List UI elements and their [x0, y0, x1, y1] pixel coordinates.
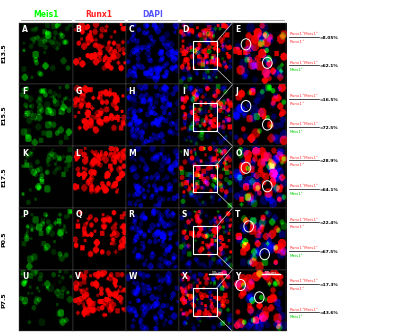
Text: A: A: [22, 25, 28, 34]
Text: P0.5: P0.5: [1, 231, 6, 246]
Text: B: B: [75, 25, 81, 34]
Text: Runx1: Runx1: [86, 10, 113, 19]
Text: Runx1⁺Meis1⁺: Runx1⁺Meis1⁺: [289, 279, 318, 283]
Text: W: W: [128, 272, 137, 281]
Text: Runx1⁺Meis1⁺: Runx1⁺Meis1⁺: [289, 123, 318, 127]
Text: =16.5%: =16.5%: [320, 98, 339, 102]
Text: S: S: [182, 210, 187, 219]
Text: L: L: [75, 149, 80, 158]
Text: E15.5: E15.5: [1, 106, 6, 125]
Text: O: O: [235, 149, 242, 158]
Text: Runx1⁺: Runx1⁺: [289, 40, 304, 44]
Text: J: J: [235, 87, 238, 96]
Text: =67.5%: =67.5%: [320, 249, 339, 254]
Text: T: T: [235, 210, 241, 219]
Text: 50μm: 50μm: [265, 272, 277, 276]
Text: DAPI: DAPI: [142, 10, 163, 19]
Text: =17.3%: =17.3%: [320, 283, 339, 287]
Text: Meis1⁺: Meis1⁺: [289, 192, 303, 196]
Text: =72.5%: =72.5%: [320, 126, 339, 130]
Text: Meis1⁺: Meis1⁺: [289, 315, 303, 319]
Text: Runx1⁺Meis1⁺: Runx1⁺Meis1⁺: [289, 217, 318, 221]
Text: Runx1⁺Meis1⁺: Runx1⁺Meis1⁺: [289, 308, 318, 312]
Text: Meis1: Meis1: [33, 10, 58, 19]
Text: H: H: [128, 87, 135, 96]
Text: Meis1⁺: Meis1⁺: [289, 130, 303, 134]
Text: Q: Q: [75, 210, 82, 219]
Text: K: K: [22, 149, 28, 158]
Text: Runx1⁺Meis1⁺: Runx1⁺Meis1⁺: [289, 61, 318, 65]
Text: Runx1⁺: Runx1⁺: [289, 287, 304, 291]
Text: =62.1%: =62.1%: [320, 64, 339, 68]
Text: =28.9%: =28.9%: [320, 160, 339, 163]
Text: Runx1⁺Meis1⁺: Runx1⁺Meis1⁺: [289, 246, 318, 250]
Text: E: E: [235, 25, 240, 34]
Text: Runx1⁺: Runx1⁺: [289, 102, 304, 106]
Text: V: V: [75, 272, 81, 281]
Text: Y: Y: [235, 272, 241, 281]
Bar: [193, 41, 217, 69]
Text: Runx1⁺Meis1⁺: Runx1⁺Meis1⁺: [289, 184, 318, 188]
Text: R: R: [128, 210, 134, 219]
Text: Merge: Merge: [192, 10, 220, 19]
Text: Runx1⁺: Runx1⁺: [289, 225, 304, 229]
Text: N: N: [182, 149, 188, 158]
Text: P: P: [22, 210, 28, 219]
Text: D: D: [182, 25, 188, 34]
Text: I: I: [182, 87, 185, 96]
Bar: [193, 288, 217, 316]
Text: G: G: [75, 87, 82, 96]
Text: 50μm: 50μm: [212, 272, 224, 276]
Text: Runx1⁺Meis1⁺: Runx1⁺Meis1⁺: [289, 156, 318, 160]
Text: =8.05%: =8.05%: [320, 36, 339, 40]
Text: =64.1%: =64.1%: [320, 188, 339, 192]
Text: F: F: [22, 87, 27, 96]
Text: Runx1⁺Meis1⁺: Runx1⁺Meis1⁺: [289, 32, 318, 36]
Text: Meis1⁺: Meis1⁺: [289, 254, 303, 258]
Bar: [193, 103, 217, 131]
Text: =22.4%: =22.4%: [320, 221, 339, 225]
Text: C: C: [128, 25, 134, 34]
Bar: [193, 226, 217, 254]
Text: Meis1⁺: Meis1⁺: [289, 68, 303, 72]
Bar: [193, 165, 217, 192]
Text: M: M: [128, 149, 136, 158]
Text: U: U: [22, 272, 28, 281]
Text: =43.6%: =43.6%: [320, 311, 339, 315]
Text: X: X: [182, 272, 188, 281]
Text: Runx1⁺Meis1⁺: Runx1⁺Meis1⁺: [289, 94, 318, 98]
Text: Runx1⁺: Runx1⁺: [289, 163, 304, 167]
Text: E17.5: E17.5: [1, 167, 6, 187]
Text: E13.5: E13.5: [1, 44, 6, 63]
Text: P7.5: P7.5: [1, 293, 6, 308]
